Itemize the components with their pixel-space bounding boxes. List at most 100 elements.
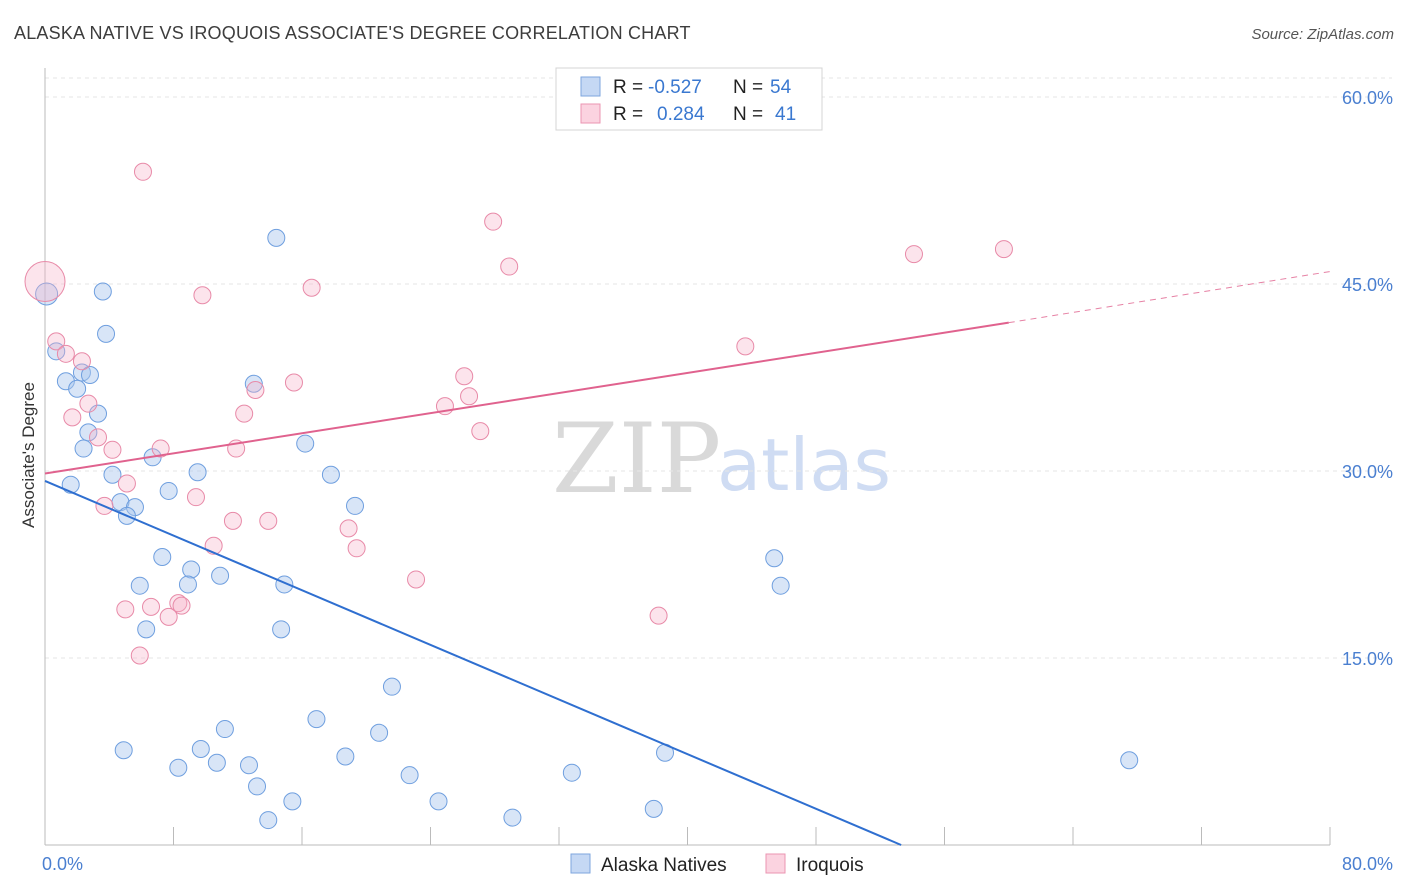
iroquois-point-29	[259, 511, 278, 530]
iroquois-point-11	[72, 352, 91, 371]
alaska-natives-point-41	[169, 758, 188, 777]
iroquois-point-9	[47, 332, 66, 351]
alaska-natives-point-22	[153, 548, 172, 567]
stats-legend-n-value-pink: 41	[775, 104, 796, 125]
watermark-atlas: atlas	[717, 423, 891, 507]
alaska-natives-point-48	[429, 792, 448, 811]
series-legend-label-iroquois: Iroquois	[796, 855, 864, 876]
alaska-natives-point-43	[239, 756, 258, 775]
iroquois-point-16	[79, 394, 98, 413]
stats-legend-r-value-blue: -0.527	[648, 77, 702, 98]
alaska-natives-point-24	[211, 566, 230, 585]
alaska-natives-point-42	[207, 753, 226, 772]
series-legend-label-alaska-natives: Alaska Natives	[601, 855, 727, 876]
alaska-natives-point-1	[93, 282, 112, 301]
iroquois-point-31	[347, 539, 366, 558]
alaska-natives-point-17	[159, 481, 178, 500]
alaska-natives-point-44	[400, 766, 419, 785]
alaska-natives-point-37	[191, 740, 210, 759]
alaska-natives-point-52	[61, 475, 80, 494]
iroquois-point-35	[142, 597, 161, 616]
iroquois-point-30	[339, 519, 358, 538]
iroquois-point-39	[649, 606, 668, 625]
iroquois-point-34	[116, 600, 135, 619]
stats-legend-swatch-pink	[580, 103, 601, 124]
watermark-zip: ZIP	[552, 403, 721, 515]
stats-legend-n-label-pink: N =	[733, 104, 763, 125]
watermark: ZIP atlas	[552, 403, 891, 515]
alaska-natives-point-16	[103, 465, 122, 484]
alaska-natives-point-26	[178, 575, 197, 594]
alaska-natives-point-5	[97, 324, 116, 343]
alaska-natives-point-30	[137, 620, 156, 639]
alaska-natives-point-32	[382, 677, 401, 696]
alaska-natives-point-34	[215, 720, 234, 739]
y-tick-label-0: 15.0%	[1342, 649, 1393, 669]
stats-legend-swatch-blue	[580, 76, 601, 97]
chart-title: ALASKA NATIVE VS IROQUOIS ASSOCIATE'S DE…	[14, 23, 691, 43]
alaska-natives-point-29	[771, 576, 790, 595]
iroquois-point-25	[186, 488, 205, 507]
chart-source: Source: ZipAtlas.com	[1251, 26, 1394, 43]
alaska-natives-point-36	[114, 741, 133, 760]
iroquois-point-12	[455, 367, 474, 386]
alaska-natives-point-9	[79, 423, 98, 442]
stats-legend: R = -0.527 N = 54 R = 0.284 N = 41	[555, 67, 823, 131]
iroquois-point-3	[500, 257, 519, 276]
iroquois-point-38	[159, 607, 178, 626]
alaska-natives-point-6	[80, 366, 99, 385]
iroquois-point-10	[56, 344, 75, 363]
trend-line-iroquois	[44, 321, 1009, 475]
alaska-natives-point-7	[68, 379, 87, 398]
trend-line-iroquois-extension	[1008, 271, 1331, 324]
y-tick-label-2: 45.0%	[1342, 275, 1393, 295]
x-tick-label-1: 80.0%	[1342, 854, 1393, 874]
alaska-natives-point-15	[321, 465, 340, 484]
iroquois-point-33	[407, 570, 426, 589]
alaska-natives-point-47	[283, 792, 302, 811]
stats-legend-n-label-blue: N =	[733, 77, 763, 98]
series-legend-swatch-iroquois	[765, 853, 786, 874]
series-legend-swatch-alaska-natives	[570, 853, 591, 874]
alaska-natives-point-0	[35, 282, 59, 306]
alaska-natives-point-50	[259, 811, 278, 830]
iroquois-point-2	[484, 212, 503, 231]
x-tick-label-0: 0.0%	[42, 854, 83, 874]
iroquois-point-27	[117, 474, 136, 493]
alaska-natives-point-8	[89, 404, 108, 423]
alaska-natives-point-11	[244, 374, 263, 393]
iroquois-point-20	[89, 428, 108, 447]
alaska-natives-point-40	[1120, 751, 1139, 770]
alaska-natives-point-10	[267, 228, 286, 247]
iroquois-point-28	[223, 511, 242, 530]
iroquois-point-13	[284, 373, 303, 392]
series-alaska-natives-points	[35, 228, 1139, 830]
iroquois-point-37	[172, 596, 191, 615]
alaska-natives-point-20	[346, 496, 365, 515]
iroquois-point-0	[24, 261, 66, 303]
alaska-natives-point-53	[74, 439, 93, 458]
iroquois-point-1	[133, 162, 152, 181]
stats-legend-r-label-pink: R =	[613, 104, 643, 125]
iroquois-point-21	[471, 422, 490, 441]
iroquois-point-23	[151, 439, 170, 458]
series-iroquois-points	[24, 162, 1013, 665]
alaska-natives-point-3	[56, 372, 75, 391]
alaska-natives-point-35	[370, 723, 389, 742]
series-legend: Alaska Natives Iroquois	[570, 853, 864, 876]
iroquois-point-8	[736, 337, 755, 356]
trend-lines	[44, 271, 1331, 846]
alaska-natives-point-46	[248, 777, 267, 796]
trend-line-alaska-natives	[44, 480, 902, 846]
iroquois-point-7	[193, 286, 212, 305]
alaska-natives-point-25	[130, 576, 149, 595]
alaska-natives-point-45	[562, 763, 581, 782]
iroquois-point-22	[103, 440, 122, 459]
stats-legend-r-label-blue: R =	[613, 77, 643, 98]
x-tick-labels: 0.0% 80.0%	[42, 854, 1393, 874]
iroquois-point-14	[246, 380, 265, 399]
iroquois-point-15	[460, 387, 479, 406]
alaska-natives-point-23	[182, 560, 201, 579]
iroquois-point-18	[235, 404, 254, 423]
